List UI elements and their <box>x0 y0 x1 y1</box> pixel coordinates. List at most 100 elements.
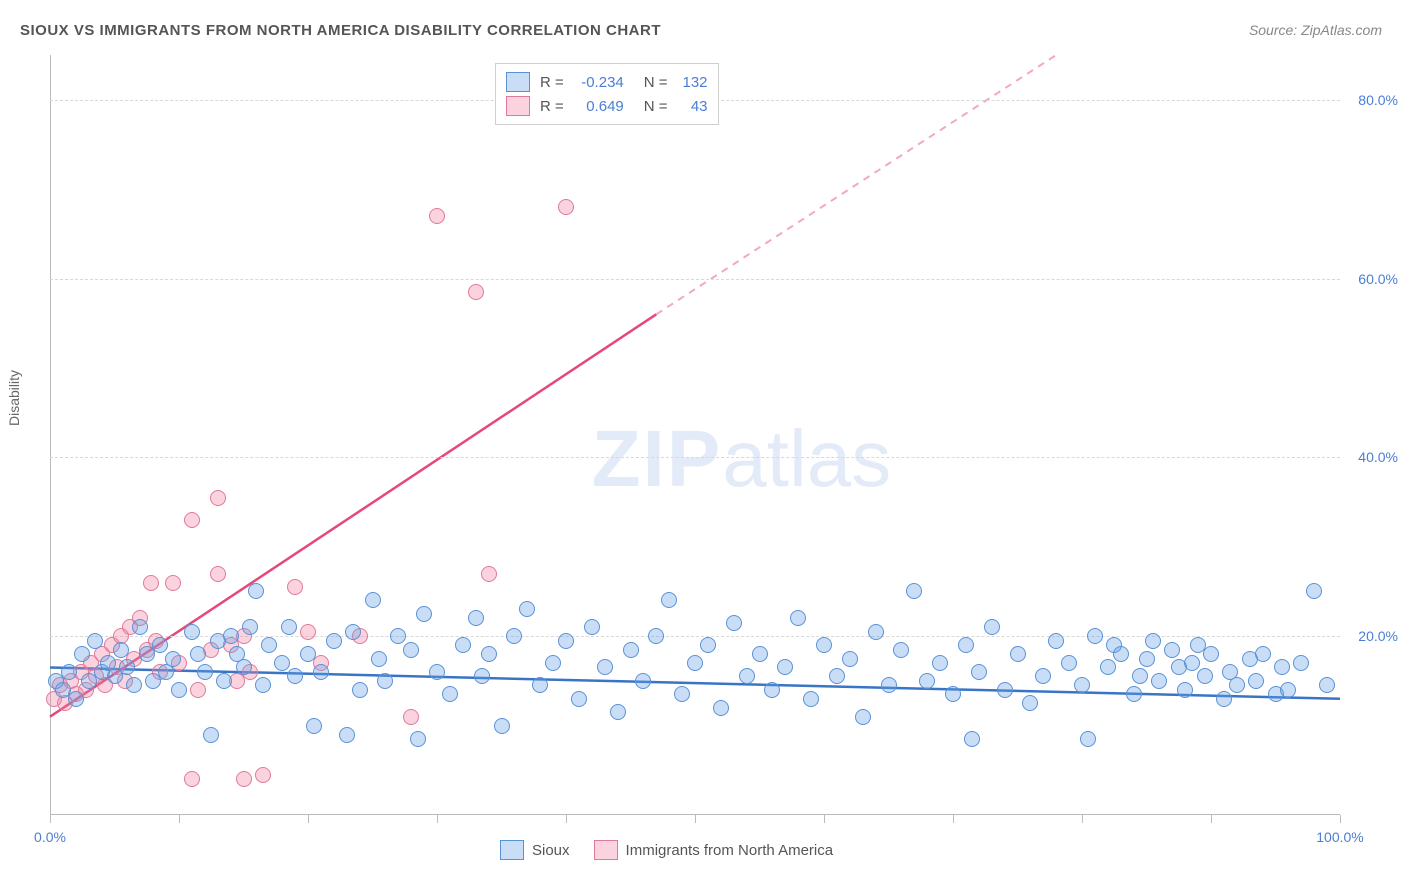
scatter-point-sioux <box>274 655 290 671</box>
scatter-point-immigrants <box>558 199 574 215</box>
scatter-point-immigrants <box>468 284 484 300</box>
scatter-point-sioux <box>248 583 264 599</box>
scatter-point-sioux <box>1274 659 1290 675</box>
n-label: N = <box>644 98 668 115</box>
scatter-point-immigrants <box>210 566 226 582</box>
scatter-point-sioux <box>455 637 471 653</box>
scatter-point-sioux <box>1203 646 1219 662</box>
x-tick <box>1211 815 1212 823</box>
page-title: SIOUX VS IMMIGRANTS FROM NORTH AMERICA D… <box>20 22 661 39</box>
y-tick-label: 60.0% <box>1358 271 1398 287</box>
scatter-point-sioux <box>558 633 574 649</box>
scatter-point-sioux <box>610 704 626 720</box>
x-tick <box>1082 815 1083 823</box>
scatter-point-sioux <box>1132 668 1148 684</box>
scatter-point-sioux <box>571 691 587 707</box>
scatter-point-immigrants <box>165 575 181 591</box>
scatter-point-sioux <box>790 610 806 626</box>
scatter-point-sioux <box>1255 646 1271 662</box>
scatter-point-sioux <box>410 731 426 747</box>
scatter-point-sioux <box>326 633 342 649</box>
scatter-point-sioux <box>816 637 832 653</box>
scatter-point-sioux <box>165 651 181 667</box>
scatter-point-sioux <box>1061 655 1077 671</box>
scatter-point-sioux <box>306 718 322 734</box>
scatter-point-sioux <box>868 624 884 640</box>
scatter-point-sioux <box>713 700 729 716</box>
scatter-point-sioux <box>1113 646 1129 662</box>
scatter-point-sioux <box>255 677 271 693</box>
scatter-point-sioux <box>223 628 239 644</box>
scatter-point-sioux <box>919 673 935 689</box>
watermark: ZIPatlas <box>592 413 891 505</box>
legend-label: Immigrants from North America <box>626 842 834 859</box>
scatter-point-sioux <box>468 610 484 626</box>
scatter-point-sioux <box>964 731 980 747</box>
scatter-point-sioux <box>984 619 1000 635</box>
scatter-point-sioux <box>1010 646 1026 662</box>
y-axis-label: Disability <box>6 370 22 426</box>
scatter-point-sioux <box>532 677 548 693</box>
r-value: 0.649 <box>574 98 624 115</box>
scatter-point-sioux <box>1293 655 1309 671</box>
scatter-point-sioux <box>403 642 419 658</box>
scatter-point-sioux <box>68 691 84 707</box>
r-value: -0.234 <box>574 74 624 91</box>
trend-lines <box>50 55 1340 815</box>
scatter-point-sioux <box>1280 682 1296 698</box>
x-tick <box>953 815 954 823</box>
scatter-point-sioux <box>203 727 219 743</box>
scatter-point-sioux <box>803 691 819 707</box>
scatter-point-immigrants <box>300 624 316 640</box>
scatter-point-sioux <box>313 664 329 680</box>
legend-label: Sioux <box>532 842 570 859</box>
source-credit: Source: ZipAtlas.com <box>1249 22 1382 38</box>
legend-swatch <box>506 96 530 116</box>
scatter-point-sioux <box>932 655 948 671</box>
scatter-point-sioux <box>764 682 780 698</box>
legend-item-immigrants: Immigrants from North America <box>594 840 834 860</box>
scatter-point-sioux <box>390 628 406 644</box>
scatter-point-sioux <box>429 664 445 680</box>
scatter-point-sioux <box>371 651 387 667</box>
scatter-point-sioux <box>648 628 664 644</box>
scatter-point-sioux <box>1216 691 1232 707</box>
scatter-point-sioux <box>377 673 393 689</box>
scatter-point-sioux <box>1151 673 1167 689</box>
n-value: 43 <box>678 98 708 115</box>
scatter-point-immigrants <box>190 682 206 698</box>
scatter-point-sioux <box>132 619 148 635</box>
scatter-point-sioux <box>829 668 845 684</box>
scatter-point-sioux <box>1035 668 1051 684</box>
scatter-point-sioux <box>61 664 77 680</box>
scatter-point-sioux <box>152 637 168 653</box>
scatter-point-sioux <box>236 659 252 675</box>
scatter-point-sioux <box>971 664 987 680</box>
corr-legend-row: R =0.649N =43 <box>506 94 708 118</box>
scatter-point-sioux <box>752 646 768 662</box>
scatter-point-sioux <box>1080 731 1096 747</box>
r-label: R = <box>540 74 564 91</box>
scatter-point-sioux <box>1087 628 1103 644</box>
scatter-point-sioux <box>739 668 755 684</box>
grid-line <box>50 457 1340 458</box>
scatter-point-sioux <box>1074 677 1090 693</box>
scatter-point-sioux <box>1177 682 1193 698</box>
scatter-point-sioux <box>113 642 129 658</box>
scatter-point-sioux <box>1229 677 1245 693</box>
scatter-point-sioux <box>1306 583 1322 599</box>
x-tick <box>179 815 180 823</box>
scatter-point-sioux <box>261 637 277 653</box>
scatter-point-sioux <box>893 642 909 658</box>
scatter-point-sioux <box>597 659 613 675</box>
scatter-point-sioux <box>494 718 510 734</box>
x-tick <box>824 815 825 823</box>
scatter-point-sioux <box>661 592 677 608</box>
scatter-point-sioux <box>345 624 361 640</box>
scatter-point-sioux <box>1197 668 1213 684</box>
y-tick-label: 40.0% <box>1358 449 1398 465</box>
scatter-point-sioux <box>945 686 961 702</box>
scatter-point-sioux <box>842 651 858 667</box>
scatter-point-sioux <box>481 646 497 662</box>
scatter-point-sioux <box>1022 695 1038 711</box>
